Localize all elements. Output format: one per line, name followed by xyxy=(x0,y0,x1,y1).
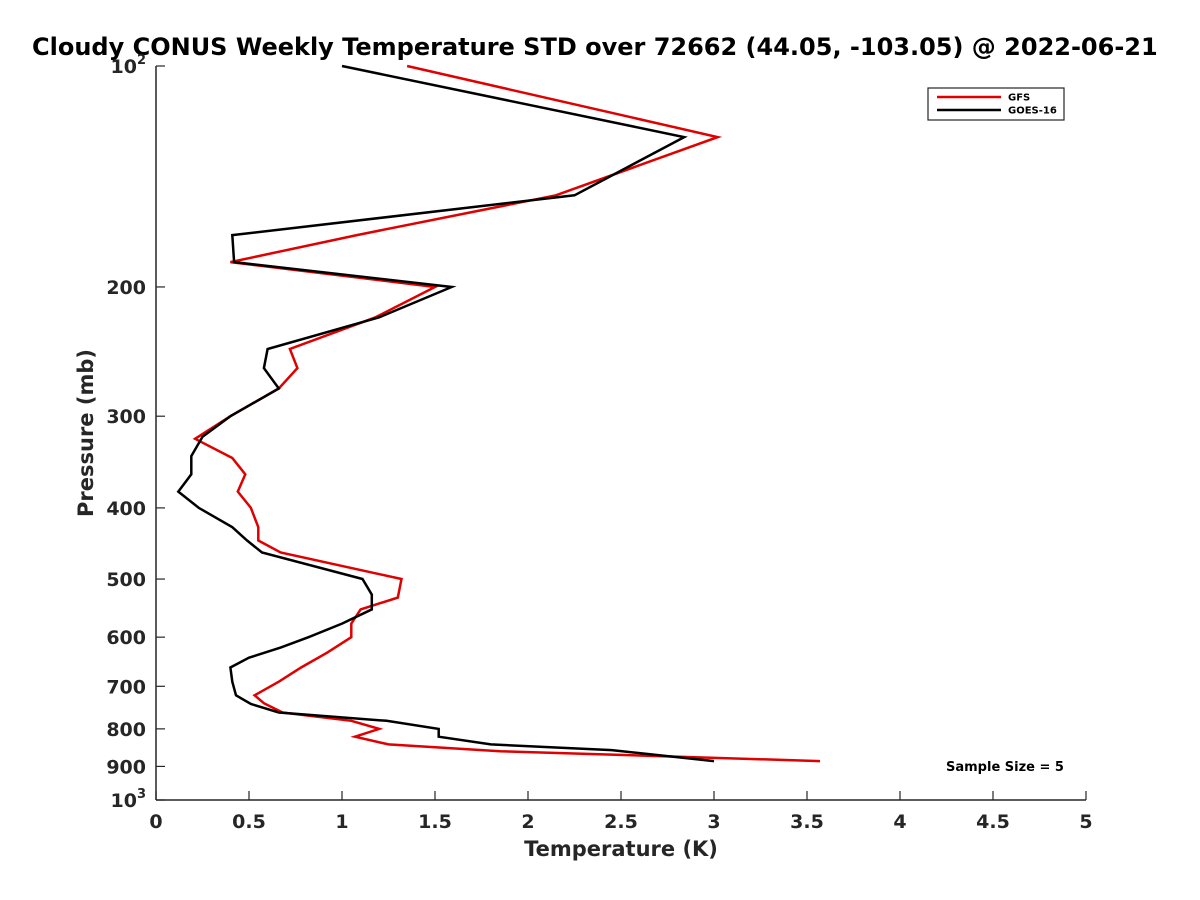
x-tick-label: 0.5 xyxy=(232,811,266,833)
x-ticks: 0 0.5 1 1.5 2 2.5 3 3.5 4 4.5 5 xyxy=(149,791,1093,833)
legend-label-gfs: GFS xyxy=(1008,93,1030,104)
series-line-goes-16 xyxy=(176,64,715,763)
y-tick-label: 600 xyxy=(106,627,146,649)
y-tick-label: 200 xyxy=(106,277,146,299)
chart-title: Cloudy CONUS Weekly Temperature STD over… xyxy=(32,33,1158,61)
y-tick-label: 700 xyxy=(106,676,146,698)
y-tick-label: 300 xyxy=(106,406,146,428)
x-axis-label: Temperature (K) xyxy=(524,837,718,861)
sample-size-annotation: Sample Size = 5 xyxy=(946,760,1064,775)
legend-box xyxy=(927,87,1065,121)
x-tick-label: 4.5 xyxy=(976,811,1010,833)
y-tick-label: 900 xyxy=(106,756,146,778)
x-tick-label: 3.5 xyxy=(790,811,824,833)
x-tick-label: 0 xyxy=(149,811,162,833)
x-tick-label: 3 xyxy=(707,811,720,833)
y-tick-label: 500 xyxy=(106,569,146,591)
series-layer xyxy=(176,64,821,763)
x-tick-label: 4 xyxy=(893,811,906,833)
x-tick-label: 5 xyxy=(1079,811,1092,833)
legend-label-goes-16: GOES-16 xyxy=(1008,106,1057,117)
x-tick-label: 1.5 xyxy=(418,811,452,833)
y-tick-label: 800 xyxy=(106,719,146,741)
x-tick-label: 1 xyxy=(335,811,348,833)
y-tick-label: 103 xyxy=(111,787,147,812)
legend: GFS GOES-16 xyxy=(927,87,1065,121)
y-axis-label: Pressure (mb) xyxy=(74,349,98,517)
y-tick-label: 400 xyxy=(106,498,146,520)
x-tick-label: 2.5 xyxy=(604,811,638,833)
x-tick-label: 2 xyxy=(521,811,534,833)
